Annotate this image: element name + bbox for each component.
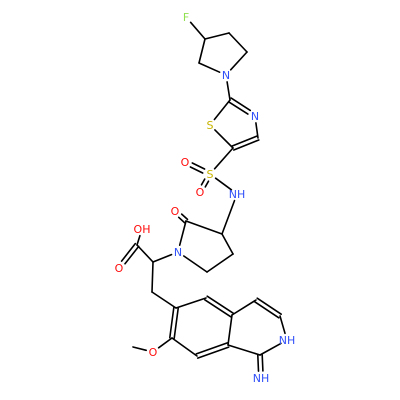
atom-label-o: OH [134, 223, 151, 236]
bond [213, 147, 234, 170]
bond [254, 300, 280, 319]
bond [233, 139, 260, 151]
atom-label-s: S [207, 119, 214, 132]
bond [178, 220, 187, 246]
bond [230, 97, 252, 112]
bond [213, 99, 231, 121]
bond [256, 297, 283, 316]
atom-label-o: O [115, 262, 124, 275]
bond [256, 354, 260, 372]
bond [204, 298, 232, 318]
bond [157, 337, 173, 349]
bond [226, 81, 231, 101]
atom-label-n: N [174, 246, 182, 259]
bond [180, 213, 189, 221]
atom-label-f: F [183, 11, 189, 24]
bond [231, 135, 259, 147]
atom-label-n: N [251, 110, 259, 123]
atom-label-n: NH [229, 188, 246, 201]
atom-label-o: O [181, 156, 190, 169]
atom-label-o: O [196, 186, 205, 199]
bond [120, 242, 137, 262]
bond [227, 344, 261, 356]
bond [191, 162, 206, 170]
bond [151, 291, 177, 309]
bond [195, 342, 229, 355]
bond [229, 51, 248, 71]
bond [198, 38, 206, 64]
bond [124, 245, 140, 265]
bond [214, 129, 234, 149]
atom-label-o: O [171, 205, 180, 218]
bond [206, 253, 234, 273]
bond [259, 342, 282, 356]
bond [177, 216, 186, 224]
atom-label-n: NH [253, 372, 270, 385]
bond [200, 178, 206, 186]
bond [136, 234, 141, 246]
bond [221, 199, 236, 235]
bond [221, 233, 234, 255]
bond [185, 220, 223, 235]
atom-label-n: NH [279, 334, 296, 347]
bond [152, 253, 173, 263]
bonds [120, 21, 286, 372]
bond [196, 346, 230, 359]
bond [261, 354, 264, 372]
bond [228, 32, 248, 53]
bond [151, 261, 154, 293]
bond [204, 32, 230, 40]
bond [227, 314, 233, 346]
bond [173, 307, 179, 340]
bond [228, 101, 249, 115]
atom-label-s: S [207, 168, 214, 181]
bond [206, 295, 234, 315]
bond [183, 255, 208, 273]
atom-label-n: N [222, 69, 230, 82]
bond [132, 346, 147, 352]
bond [189, 166, 204, 174]
bond [231, 299, 257, 316]
bond [214, 177, 233, 191]
bond [175, 297, 207, 309]
bond [169, 306, 175, 339]
bond [189, 21, 206, 40]
bond [136, 244, 154, 263]
bond [171, 337, 198, 357]
bond [204, 180, 210, 188]
atom-label-o: O [149, 346, 158, 359]
bond [279, 315, 286, 335]
bond [198, 62, 221, 73]
